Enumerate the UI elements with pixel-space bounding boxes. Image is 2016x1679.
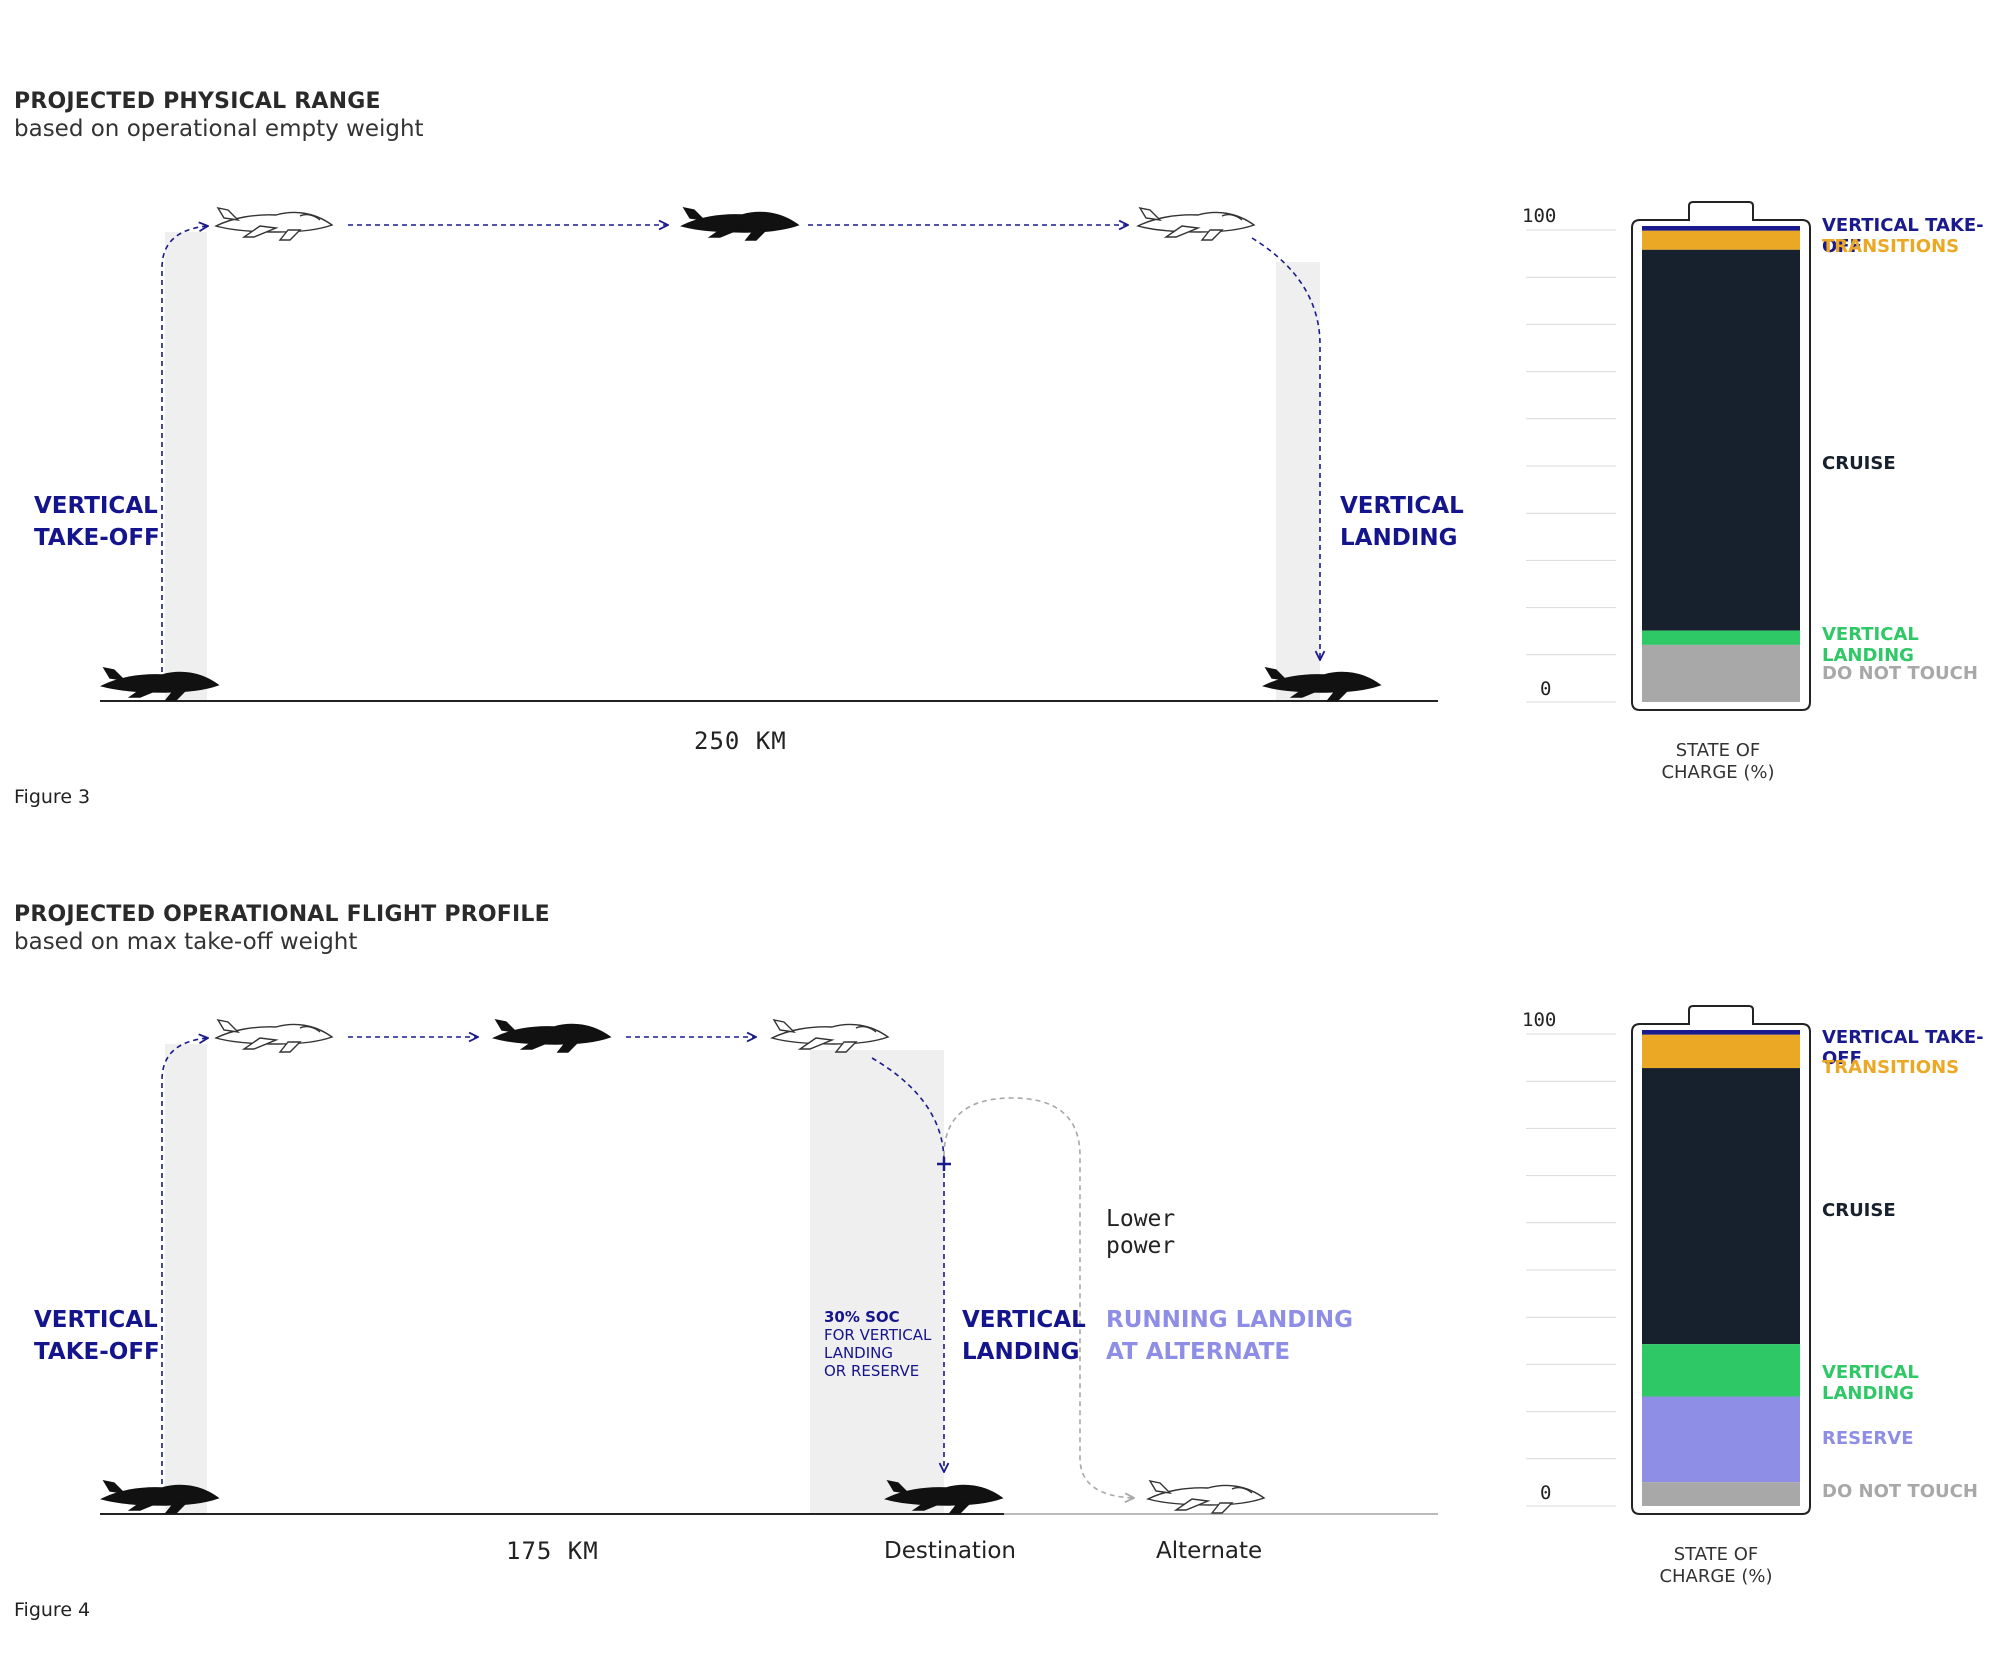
landing-shade: [1276, 262, 1320, 700]
figure4-legend-transitions: TRANSITIONS: [1822, 1057, 1960, 1078]
battery-segment-do-not-touch: [1642, 644, 1800, 702]
battery3-segments: [1642, 226, 1800, 702]
figure3-subtitle: based on operational empty weight: [14, 116, 424, 142]
takeoff-path: [161, 1038, 208, 1502]
battery-segment-cruise: [1642, 1068, 1800, 1345]
figure4-takeoff-label: VERTICAL TAKE-OFF: [34, 1307, 160, 1365]
figure3-battery-chart: [1526, 201, 1811, 711]
figure3-flight-diagram: [100, 207, 1438, 702]
figure4-subtitle: based on max take-off weight: [14, 929, 358, 955]
plane-icon-alternate: [1147, 1480, 1265, 1514]
figure4-caption: Figure 4: [14, 1599, 91, 1621]
figure4-alternate-label: RUNNING LANDING AT ALTERNATE: [1106, 1307, 1354, 1365]
figure4-tick-100: 100: [1522, 1009, 1557, 1031]
figure3-tick-0: 0: [1540, 678, 1552, 700]
landing-shade: [810, 1050, 944, 1514]
plane-icon-cruise: [493, 1019, 611, 1053]
figure3-caption: Figure 3: [14, 786, 91, 808]
battery3-outline: [1631, 201, 1811, 711]
alternate-path: [943, 1097, 1134, 1498]
battery4-segments: [1642, 1030, 1800, 1506]
battery-segment-do-not-touch: [1642, 1482, 1800, 1506]
figure4-lower-power: Lower power: [1106, 1206, 1176, 1259]
figure3-legend-vertical-takeoff: VERTICAL TAKE-OFF: [1822, 215, 1984, 257]
figure4-landing-label: VERTICAL LANDING: [962, 1307, 1086, 1365]
battery-segment-vertical-take-off: [1642, 226, 1800, 231]
figure3-tick-100: 100: [1522, 205, 1557, 227]
figure3-soc-label: STATE OF CHARGE (%): [1661, 740, 1775, 783]
plane-icon-transition-1: [215, 1019, 333, 1053]
landing-path: [1251, 237, 1320, 660]
battery-segment-reserve: [1642, 1396, 1800, 1483]
battery4-gridlines: [1526, 1033, 1616, 1507]
figure4-soc-label: STATE OF CHARGE (%): [1659, 1544, 1773, 1587]
figure4-distance: 175 KM: [506, 1537, 599, 1565]
figure3-legend-vertical-landing: VERTICAL LANDING: [1822, 624, 1919, 666]
figure3-legend-transitions: TRANSITIONS: [1822, 236, 1960, 257]
battery-segment-transitions: [1642, 1034, 1800, 1069]
battery-segment-transitions: [1642, 230, 1800, 250]
figure3-legend-do-not-touch: DO NOT TOUCH: [1822, 663, 1978, 684]
battery-segment-vertical-landing: [1642, 1344, 1800, 1397]
figure4-legend-reserve: RESERVE: [1822, 1428, 1914, 1449]
decision-point-marker: [937, 1157, 951, 1171]
figure4-legend-vertical-landing: VERTICAL LANDING: [1822, 1362, 1919, 1404]
descent-path: [871, 1057, 945, 1163]
figure4-flight-diagram: [100, 1019, 1438, 1515]
figure4-battery-chart: [1526, 1005, 1811, 1515]
figure4-legend-cruise: CRUISE: [1822, 1200, 1896, 1221]
takeoff-path: [161, 226, 208, 690]
battery-segment-cruise: [1642, 249, 1800, 631]
figure4-destination-label: Destination: [884, 1538, 1016, 1564]
figure3-legend-cruise: CRUISE: [1822, 453, 1896, 474]
figure3-landing-label: VERTICAL LANDING: [1340, 493, 1464, 551]
figure4-soc-note: 30% SOC FOR VERTICAL LANDING OR RESERVE: [824, 1308, 932, 1380]
figure3-distance: 250 KM: [694, 727, 787, 755]
figure4-legend-do-not-touch: DO NOT TOUCH: [1822, 1481, 1978, 1502]
battery-segment-vertical-take-off: [1642, 1030, 1800, 1035]
figure3-takeoff-label: VERTICAL TAKE-OFF: [34, 493, 160, 551]
figure4-tick-0: 0: [1540, 1482, 1552, 1504]
figure3-title: PROJECTED PHYSICAL RANGE: [14, 89, 381, 114]
plane-icon-transition-2: [771, 1019, 889, 1053]
battery3-gridlines: [1526, 229, 1616, 703]
battery4-outline: [1631, 1005, 1811, 1515]
figure4-title: PROJECTED OPERATIONAL FLIGHT PROFILE: [14, 902, 550, 927]
battery-segment-vertical-landing: [1642, 630, 1800, 645]
takeoff-shade: [165, 1044, 207, 1514]
figure4-legend-vertical-takeoff: VERTICAL TAKE-OFF: [1822, 1027, 1984, 1069]
figure4-alternate-location-label: Alternate: [1156, 1538, 1263, 1564]
takeoff-shade: [165, 232, 207, 700]
